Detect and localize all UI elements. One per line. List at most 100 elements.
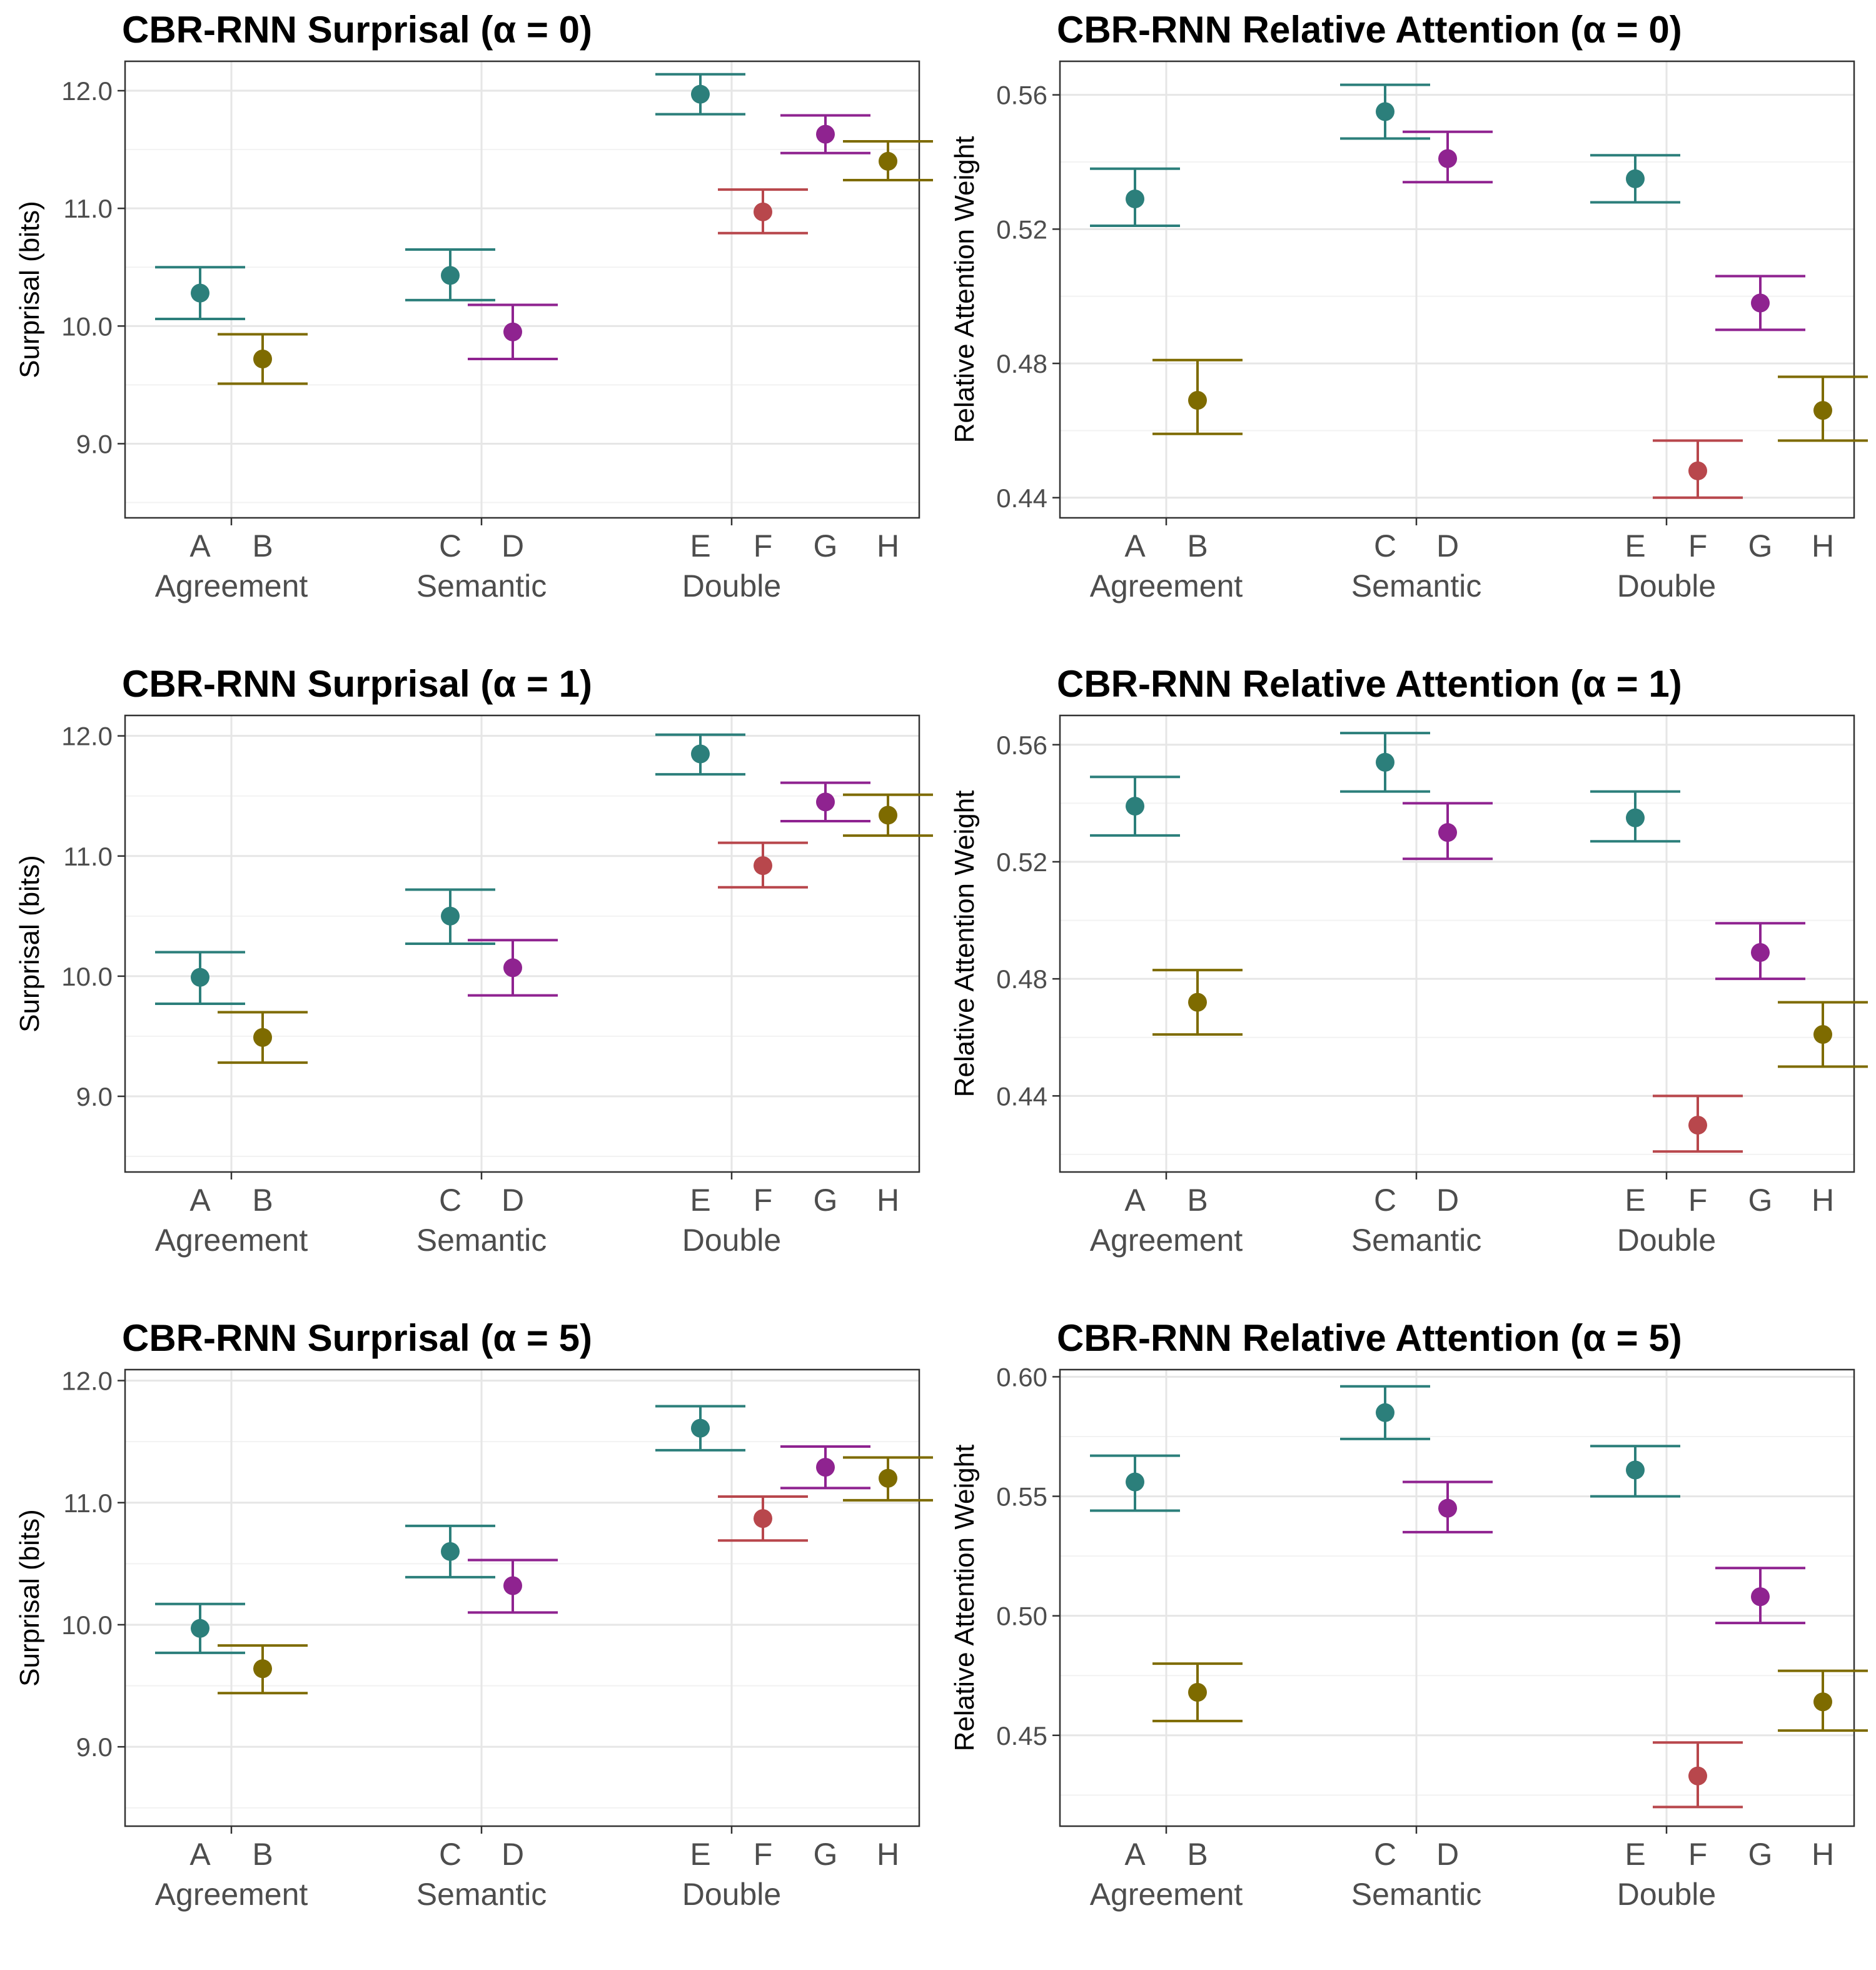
point-C bbox=[405, 1524, 495, 1579]
plot-background bbox=[1060, 61, 1854, 518]
x-group-label: Semantic bbox=[416, 1223, 547, 1258]
point-E bbox=[655, 73, 745, 116]
x-group-label: Semantic bbox=[416, 568, 547, 604]
y-tick-label: 0.52 bbox=[996, 215, 1047, 244]
x-category-label: B bbox=[252, 1183, 273, 1218]
point-marker bbox=[1376, 752, 1394, 772]
point-marker bbox=[253, 350, 272, 369]
x-category-label: F bbox=[1688, 1183, 1708, 1218]
point-H bbox=[843, 139, 933, 182]
point-H bbox=[1778, 1001, 1868, 1068]
y-tick-label: 0.50 bbox=[996, 1602, 1047, 1631]
point-E bbox=[1590, 154, 1680, 204]
point-marker bbox=[691, 1418, 710, 1438]
y-tick-label: 0.48 bbox=[996, 349, 1047, 378]
x-group-label: Double bbox=[682, 1223, 781, 1258]
point-marker bbox=[1813, 1692, 1832, 1712]
y-tick-label: 11.0 bbox=[63, 1488, 113, 1518]
x-group-label: Agreement bbox=[1090, 1877, 1243, 1912]
point-marker bbox=[1438, 149, 1457, 168]
x-category-label: B bbox=[1187, 1183, 1208, 1218]
plot-border bbox=[124, 714, 920, 1173]
point-B bbox=[1152, 1662, 1243, 1722]
point-A bbox=[155, 266, 245, 321]
x-category-label: H bbox=[877, 1183, 899, 1218]
panel-surprisal-alpha-1: CBR-RNN Surprisal (α = 1) 9.0 10.0 11.0 12.… bbox=[14, 665, 935, 1285]
point-marker bbox=[191, 1619, 209, 1638]
point-marker bbox=[191, 283, 209, 303]
point-B bbox=[1152, 358, 1243, 435]
point-marker bbox=[1376, 1403, 1394, 1422]
point-marker bbox=[816, 1458, 835, 1477]
x-category-label: C bbox=[439, 1837, 461, 1872]
point-marker bbox=[754, 1509, 772, 1528]
point-H bbox=[1778, 375, 1868, 442]
x-category-label: C bbox=[439, 1183, 461, 1218]
point-D bbox=[468, 939, 558, 997]
surprisal-plot-alpha-0: 9.0 10.0 11.0 12.0 Surprisal (bits) A B C D E F G H A… bbox=[14, 60, 933, 604]
x-category-label: G bbox=[814, 528, 838, 563]
plot-background bbox=[125, 1370, 919, 1826]
point-marker bbox=[1751, 1587, 1770, 1607]
y-axis-label: Relative Attention Weight bbox=[949, 136, 980, 443]
x-category-label: E bbox=[1625, 1837, 1645, 1872]
point-F bbox=[718, 1495, 808, 1542]
y-tick-label: 12.0 bbox=[61, 76, 113, 106]
point-D bbox=[1403, 802, 1493, 861]
x-category-label: E bbox=[690, 528, 710, 563]
x-category-label: A bbox=[1124, 528, 1146, 563]
plot-border bbox=[124, 1368, 920, 1827]
y-tick-label: 0.52 bbox=[996, 847, 1047, 877]
y-tick-label: 11.0 bbox=[63, 842, 113, 871]
panel-title: CBR-RNN Surprisal (α = 5) bbox=[122, 1317, 592, 1359]
x-category-label: A bbox=[189, 528, 211, 563]
x-category-label: E bbox=[690, 1837, 710, 1872]
point-marker bbox=[253, 1659, 272, 1679]
x-category-label: B bbox=[1187, 528, 1208, 563]
point-marker bbox=[441, 266, 460, 285]
x-group-label: Double bbox=[1617, 1877, 1716, 1912]
point-marker bbox=[1751, 943, 1770, 962]
point-B bbox=[218, 1644, 308, 1695]
point-marker bbox=[1188, 993, 1207, 1012]
x-category-label: H bbox=[877, 528, 899, 563]
point-C bbox=[1340, 1385, 1430, 1440]
point-marker bbox=[441, 1542, 460, 1561]
plot-background bbox=[1060, 1370, 1854, 1826]
x-category-label: C bbox=[1374, 528, 1396, 563]
x-group-label: Semantic bbox=[1351, 1223, 1481, 1258]
x-group-label: Agreement bbox=[155, 568, 308, 604]
point-marker bbox=[879, 151, 897, 171]
y-tick-label: 10.0 bbox=[61, 311, 113, 341]
point-C bbox=[1340, 83, 1430, 140]
point-marker bbox=[1688, 1116, 1707, 1135]
x-category-label: E bbox=[690, 1183, 710, 1218]
panel-surprisal-alpha-5: CBR-RNN Surprisal (α = 5) 9.0 10.0 11.0 12.… bbox=[14, 1317, 935, 1939]
attention-plot-alpha-0: 0.44 0.48 0.52 0.56 Relative Attention Weigh… bbox=[949, 60, 1868, 604]
plot-background bbox=[1060, 715, 1854, 1172]
y-tick-label: 0.45 bbox=[996, 1721, 1047, 1750]
point-F bbox=[1653, 1741, 1743, 1809]
x-category-label: A bbox=[189, 1183, 211, 1218]
x-category-label: D bbox=[1436, 528, 1459, 563]
point-marker bbox=[503, 958, 522, 977]
point-F bbox=[1653, 439, 1743, 499]
x-category-label: C bbox=[439, 528, 461, 563]
x-category-label: H bbox=[1812, 1183, 1834, 1218]
x-category-label: C bbox=[1374, 1183, 1396, 1218]
y-tick-label: 0.55 bbox=[996, 1482, 1047, 1512]
x-group-label: Double bbox=[682, 568, 781, 604]
point-marker bbox=[816, 792, 835, 812]
x-group-label: Agreement bbox=[155, 1877, 308, 1912]
x-category-label: F bbox=[1688, 528, 1708, 563]
x-group-label: Double bbox=[1617, 568, 1716, 604]
y-tick-label: 9.0 bbox=[76, 1082, 113, 1111]
point-marker bbox=[691, 744, 710, 764]
point-marker bbox=[879, 806, 897, 825]
point-marker bbox=[1126, 797, 1144, 816]
point-B bbox=[1152, 969, 1243, 1036]
point-marker bbox=[1376, 102, 1394, 121]
point-marker bbox=[754, 856, 772, 876]
y-tick-label: 10.0 bbox=[61, 962, 113, 991]
